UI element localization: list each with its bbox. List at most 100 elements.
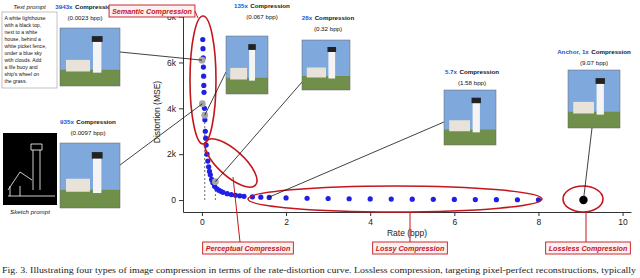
compression-label: 935xCompression <box>60 118 116 125</box>
region-box <box>203 242 294 254</box>
point <box>200 46 205 51</box>
region-ellipse <box>190 16 216 144</box>
tick-mark <box>179 62 183 63</box>
region-label: Perceptual Compression <box>203 242 294 254</box>
bpp-label: (0.0097 bpp) <box>70 129 105 136</box>
frame <box>60 28 120 86</box>
word: Compression <box>250 2 290 9</box>
ratio: 935x <box>60 118 74 125</box>
prompt-line: A white lighthouse <box>5 15 46 21</box>
point <box>201 90 206 95</box>
prompt-line: next to a white <box>5 29 38 35</box>
frame <box>444 90 496 145</box>
region-ellipse <box>198 131 264 194</box>
tower <box>93 157 101 193</box>
y-axis-title: Distortion (MSE) <box>152 81 162 144</box>
region-box <box>109 5 195 17</box>
point <box>203 129 208 134</box>
compression-label: 3943xCompression <box>55 3 114 10</box>
region-text: Semantic Compression <box>112 7 192 16</box>
ratio: 135x <box>234 2 248 9</box>
caption: Fig. 3. Illustrating four types of image… <box>2 266 636 275</box>
sky <box>568 70 620 128</box>
point <box>206 164 211 169</box>
bpp-label: (0.067 bpp) <box>246 13 278 20</box>
point <box>494 197 499 202</box>
tick-label: 2 <box>284 217 289 227</box>
sketch-lines <box>8 144 55 196</box>
ground <box>226 78 268 94</box>
prompt-title: Text prompt <box>13 3 46 10</box>
figure: 024681002k4k6k8kRate (bpp)Distortion (MS… <box>0 0 640 278</box>
tick-label: 6 <box>452 217 457 227</box>
sketch-title: Sketch prompt <box>10 208 50 215</box>
drop-line <box>204 115 205 200</box>
region-box <box>546 242 631 254</box>
ground <box>444 130 496 145</box>
tick: 4 <box>368 212 373 227</box>
tick: 6k <box>167 58 183 68</box>
prompt-line: house, behind a <box>5 36 41 42</box>
prompt-box <box>2 12 57 88</box>
thumbnail <box>444 90 496 145</box>
tick: 0 <box>171 195 183 205</box>
leader-line <box>583 128 592 200</box>
lamp <box>248 44 256 50</box>
region-connector <box>586 212 587 242</box>
tick-label: 4 <box>368 217 373 227</box>
house <box>66 60 90 72</box>
bpp-label: (0.32 bpp) <box>314 25 342 32</box>
thumbnail <box>60 143 120 208</box>
prompt-line: white picket fence, <box>5 43 47 49</box>
frame <box>60 143 120 208</box>
tower <box>473 102 480 132</box>
point <box>515 197 520 202</box>
lamp <box>472 98 481 104</box>
region-text: Lossy Compression <box>376 244 445 253</box>
region-label: Semantic Compression <box>109 5 195 17</box>
thumbnail <box>60 28 120 86</box>
tower <box>597 83 604 115</box>
point <box>389 196 394 201</box>
lamp <box>327 47 336 52</box>
house <box>66 179 90 192</box>
tick-label: 2k <box>167 149 177 159</box>
region-ellipse <box>563 186 603 212</box>
region-connector <box>410 212 411 242</box>
tick-mark <box>179 200 183 201</box>
point <box>347 196 352 201</box>
tick: 10 <box>618 212 628 227</box>
lamp <box>596 78 605 84</box>
point <box>410 197 415 202</box>
ground <box>568 112 620 128</box>
point <box>201 74 206 79</box>
point <box>208 172 213 177</box>
word: Compression <box>76 118 116 125</box>
frame <box>226 36 268 94</box>
lamp <box>92 152 103 159</box>
leader-line <box>120 52 202 60</box>
point <box>368 196 373 201</box>
house <box>573 102 594 114</box>
lamp <box>92 36 103 42</box>
leader-line <box>120 104 202 165</box>
point <box>326 196 331 201</box>
word: Compression <box>460 68 500 75</box>
compression-label: 5.7xCompression <box>445 68 499 75</box>
tick-label: 8 <box>537 217 542 227</box>
tick: 2k <box>167 149 183 159</box>
tick-mark <box>538 212 539 216</box>
frame <box>302 40 350 90</box>
prompt-line: a life buoy and <box>5 64 38 70</box>
region-box <box>373 242 448 254</box>
prompt-line: under a blue sky <box>5 50 43 56</box>
tick: 4k <box>167 104 183 114</box>
word: Compression <box>591 48 631 55</box>
thumbnail <box>568 70 620 128</box>
tick-mark <box>179 154 183 155</box>
compression-label: 135xCompression <box>234 2 290 9</box>
point <box>431 197 436 202</box>
region-text: Perceptual Compression <box>206 244 291 253</box>
tick-mark <box>286 212 287 216</box>
prompt-line: with clouds. Add <box>5 57 42 63</box>
